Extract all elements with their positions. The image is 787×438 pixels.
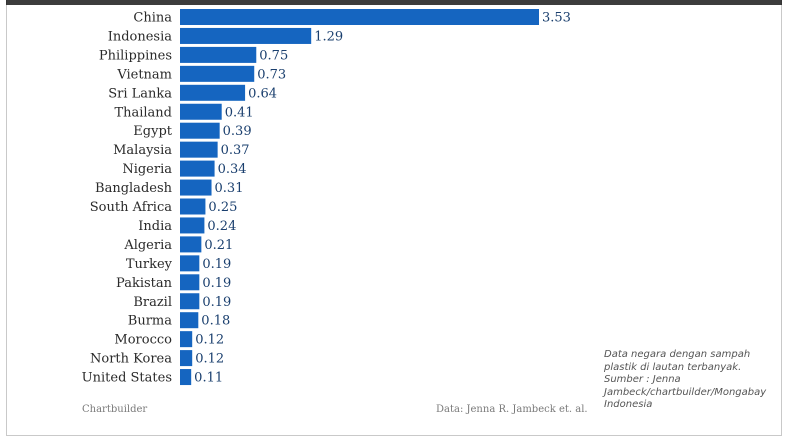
value-label: 0.19 [202, 295, 231, 310]
value-label: 0.12 [195, 352, 224, 367]
bar [180, 84, 246, 101]
bar [180, 331, 193, 348]
bar [180, 9, 540, 25]
value-label: 0.34 [218, 162, 247, 177]
bar [180, 179, 212, 196]
bar [180, 236, 202, 253]
data-credit: Data: Jenna R. Jambeck et. al. [436, 404, 588, 415]
value-label: 0.18 [201, 314, 230, 329]
value-label: 3.53 [542, 11, 571, 26]
value-label: 0.41 [225, 105, 254, 120]
bar [180, 160, 215, 177]
category-label: Burma [128, 314, 172, 329]
category-label: Morocco [114, 333, 172, 348]
bar [180, 255, 200, 272]
cropped-title-strip [6, 0, 782, 5]
caption-line: Data negara dengan sampah [604, 349, 751, 360]
value-label: 0.21 [204, 238, 233, 253]
bar [180, 122, 220, 139]
bar [180, 312, 199, 329]
value-label: 0.12 [195, 333, 224, 348]
category-label: Pakistan [116, 276, 173, 291]
bar [180, 274, 200, 291]
bar [180, 198, 206, 215]
value-label: 0.25 [208, 200, 237, 215]
value-label: 0.24 [207, 219, 236, 234]
category-label: Egypt [133, 124, 172, 139]
caption-line: Jambeck/chartbuilder/Mongabay [604, 386, 767, 398]
category-label: Indonesia [108, 29, 173, 44]
bar [180, 103, 222, 120]
value-label: 0.19 [202, 257, 231, 272]
bar [180, 369, 192, 386]
category-label: North Korea [90, 352, 172, 367]
bar [180, 293, 200, 310]
category-label: Brazil [133, 295, 172, 310]
category-label: Nigeria [122, 162, 172, 177]
value-label: 0.31 [215, 181, 244, 196]
value-label: 0.73 [257, 67, 286, 82]
caption-line: plastik di lautan terbanyak. [604, 361, 742, 373]
category-label: Sri Lanka [108, 86, 172, 101]
value-label: 0.19 [202, 276, 231, 291]
category-label: China [133, 11, 172, 26]
value-label: 0.39 [223, 124, 252, 139]
category-label: Vietnam [116, 67, 172, 82]
caption-line: Indonesia [604, 399, 653, 410]
value-label: 0.11 [194, 371, 223, 386]
value-label: 1.29 [314, 29, 343, 44]
category-label: Turkey [126, 257, 173, 272]
caption-line: Sumber : Jenna [604, 374, 681, 385]
chart-frame [6, 0, 782, 436]
category-label: Bangladesh [95, 181, 173, 196]
value-label: 0.75 [259, 48, 288, 63]
category-label: Philippines [99, 48, 172, 63]
category-label: Malaysia [113, 143, 172, 158]
bar [180, 217, 205, 234]
source-brand: Chartbuilder [82, 404, 148, 415]
category-label: United States [82, 371, 172, 386]
value-label: 0.37 [221, 143, 250, 158]
value-label: 0.64 [248, 86, 277, 101]
bar [180, 27, 312, 44]
category-label: South Africa [90, 200, 172, 215]
caption: Data negara dengan sampah plastik di lau… [604, 349, 774, 412]
bar [180, 350, 193, 367]
bar [180, 46, 257, 63]
category-label: India [138, 219, 172, 234]
bar [180, 141, 218, 158]
category-label: Thailand [114, 105, 172, 120]
bar [180, 65, 255, 82]
category-label: Algeria [123, 238, 172, 253]
